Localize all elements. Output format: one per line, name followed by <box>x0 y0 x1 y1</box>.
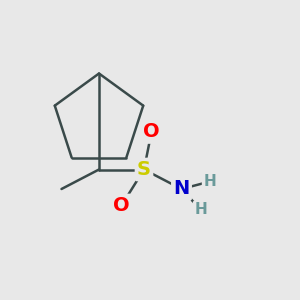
Text: H: H <box>195 202 207 217</box>
Text: N: N <box>173 179 190 199</box>
Text: H: H <box>204 174 216 189</box>
Text: O: O <box>113 196 130 215</box>
Text: S: S <box>137 160 151 179</box>
Text: O: O <box>143 122 160 142</box>
